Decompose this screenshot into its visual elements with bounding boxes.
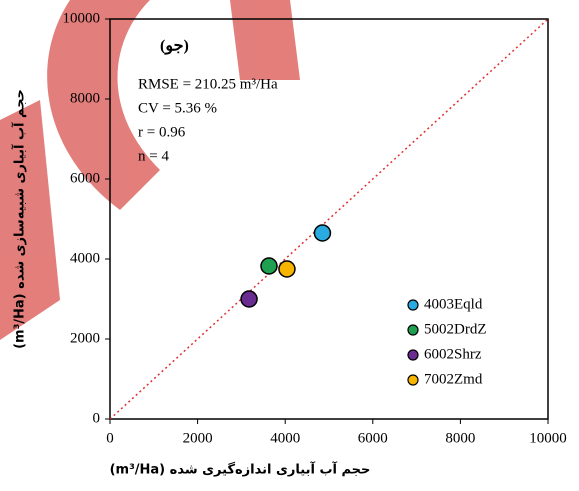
point [240, 290, 258, 308]
point [313, 224, 332, 242]
y-tick-label: 8000 [70, 90, 100, 106]
x-tick-label: 8000 [445, 430, 475, 446]
annotation: n = 4 [138, 148, 169, 164]
legend-label: 7002Zmd [424, 371, 483, 387]
y-tick-label: 2000 [70, 330, 100, 346]
y-axis-label: حجم آب آبیاری شبیه‌سازی شده (m³/Ha) [11, 89, 28, 349]
watermark-shape [47, 0, 160, 210]
point [278, 260, 296, 278]
annotation: RMSE = 210.25 m³/Ha [138, 76, 278, 92]
legend-marker [407, 299, 419, 311]
legend-marker [407, 374, 419, 386]
x-tick-label: 6000 [358, 430, 388, 446]
annotation: (جو) [160, 38, 189, 56]
y-tick-label: 0 [93, 410, 101, 426]
legend-label: 4003Eqld [424, 296, 483, 312]
legend-label: 5002DrdZ [424, 321, 487, 337]
y-tick-label: 10000 [63, 10, 101, 26]
annotation: r = 0.96 [138, 124, 186, 140]
legend-label: 6002Shrz [424, 346, 482, 362]
plot-frame [109, 18, 549, 420]
watermark-shape [0, 100, 60, 340]
annotation: CV = 5.36 % [138, 100, 217, 116]
x-tick-label: 4000 [270, 430, 300, 446]
x-tick-label: 0 [106, 430, 114, 446]
x-tick-label: 2000 [183, 430, 213, 446]
x-axis-label: حجم آب آبیاری اندازه‌گیری شده (m³/Ha) [110, 461, 371, 478]
legend-marker [407, 324, 419, 336]
point [260, 257, 278, 275]
watermark-shape [230, 0, 300, 80]
y-tick-label: 6000 [70, 170, 100, 186]
y-tick-label: 4000 [70, 250, 100, 266]
legend-marker [407, 349, 419, 361]
one-to-one-line [109, 18, 549, 420]
x-tick-label: 10000 [529, 430, 567, 446]
watermark [0, 0, 300, 340]
